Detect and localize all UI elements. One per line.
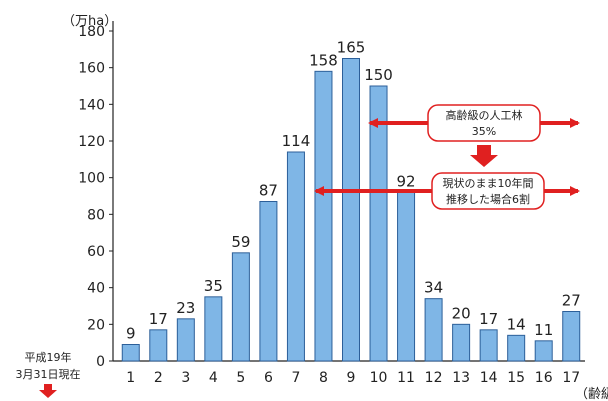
note-down-arrow-icon xyxy=(39,384,57,398)
x-tick-label: 12 xyxy=(425,370,443,386)
y-tick-label: 80 xyxy=(87,207,105,223)
x-tick-label: 2 xyxy=(154,370,163,386)
data-label: 11 xyxy=(534,321,553,339)
x-tick-label: 7 xyxy=(291,370,300,386)
y-tick-label: 180 xyxy=(78,24,105,40)
bar-2 xyxy=(149,329,168,362)
annotations: 高齢級の人工林 35% 現状のまま10年間 推移した場合6割 xyxy=(314,104,580,210)
x-tick-label: 5 xyxy=(236,370,245,386)
annotation-2-line1: 現状のまま10年間 xyxy=(443,176,534,190)
x-tick-label: 3 xyxy=(181,370,190,386)
y-tick-label: 60 xyxy=(87,244,105,260)
data-label: 158 xyxy=(309,51,338,69)
y-tick-label: 160 xyxy=(78,61,105,77)
bar-14 xyxy=(479,329,498,362)
annotation-box-2 xyxy=(431,172,545,210)
x-tick-label: 15 xyxy=(507,370,525,386)
data-label: 165 xyxy=(337,39,366,57)
bar-13 xyxy=(452,323,471,362)
data-label: 150 xyxy=(364,66,393,84)
bar-10 xyxy=(369,85,388,362)
y-tick-label: 20 xyxy=(87,317,105,333)
x-tick-label: 4 xyxy=(209,370,218,386)
x-tick-label: 9 xyxy=(347,370,356,386)
bar-4 xyxy=(204,296,223,362)
x-tick-label: 13 xyxy=(452,370,470,386)
x-tick-label: 14 xyxy=(480,370,498,386)
bar-17 xyxy=(562,311,581,362)
date-note-line2: 3月31日現在 xyxy=(16,368,81,381)
x-axis-unit-label: （齢級） xyxy=(575,387,608,401)
annotation-1-line1: 高齢級の人工林 xyxy=(446,108,523,122)
bar-5 xyxy=(231,252,250,362)
y-tick-label: 40 xyxy=(87,281,105,297)
data-label: 34 xyxy=(424,279,443,297)
y-tick-label: 0 xyxy=(96,354,105,370)
annotation-box-1 xyxy=(427,104,541,142)
data-label: 114 xyxy=(282,132,311,150)
bar-6 xyxy=(259,201,278,362)
y-axis-unit-label: （万ha） xyxy=(62,14,117,29)
bar-9 xyxy=(342,58,360,362)
data-label: 20 xyxy=(452,304,471,322)
x-tick-label: 1 xyxy=(126,370,135,386)
y-tick-label: 100 xyxy=(78,171,105,187)
bar-15 xyxy=(507,334,526,362)
bar-3 xyxy=(176,318,195,362)
data-label: 9 xyxy=(126,325,136,343)
bar-1 xyxy=(121,344,140,362)
bar-16 xyxy=(534,340,553,362)
x-tick-label: 11 xyxy=(397,370,415,386)
data-label: 59 xyxy=(231,233,250,251)
data-label: 35 xyxy=(204,277,223,295)
data-label: 23 xyxy=(176,299,195,317)
bar-11 xyxy=(397,191,416,362)
bar-7 xyxy=(286,151,305,362)
annotation-2-line2: 推移した場合6割 xyxy=(446,192,530,206)
data-label: 17 xyxy=(149,310,168,328)
date-note-line1: 平成19年 xyxy=(25,350,72,364)
data-label: 92 xyxy=(397,172,416,190)
x-tick-label: 10 xyxy=(370,370,388,386)
data-label: 14 xyxy=(507,315,526,333)
bar-12 xyxy=(424,298,443,362)
x-tick-label: 6 xyxy=(264,370,273,386)
down-arrow-icon xyxy=(470,145,498,167)
data-label: 87 xyxy=(259,182,278,200)
x-tick-label: 17 xyxy=(562,370,580,386)
y-tick-label: 120 xyxy=(78,134,105,150)
bar-8 xyxy=(314,70,333,362)
data-label: 17 xyxy=(479,310,498,328)
annotation-1-line2: 35% xyxy=(472,125,496,138)
y-tick-label: 140 xyxy=(78,97,105,113)
data-label: 27 xyxy=(562,292,581,310)
x-tick-label: 8 xyxy=(319,370,328,386)
x-tick-label: 16 xyxy=(535,370,553,386)
